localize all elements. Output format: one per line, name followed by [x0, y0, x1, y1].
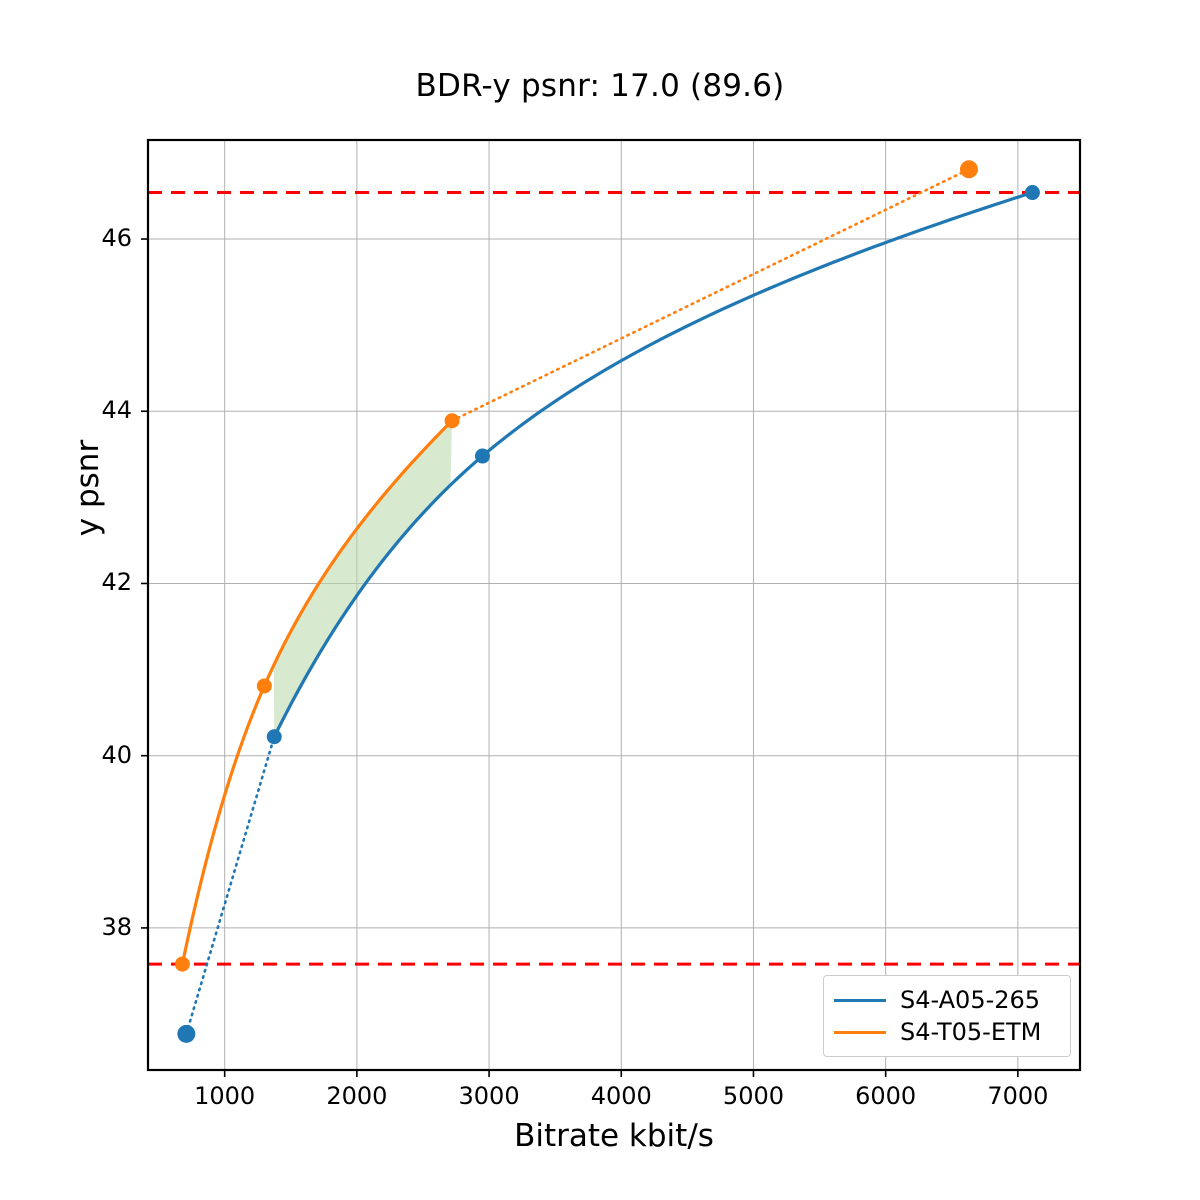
tick-marks [141, 238, 1019, 1077]
x-tick-label: 2000 [326, 1082, 388, 1110]
legend-label-1: S4-T05-ETM [900, 1018, 1042, 1046]
data-point-marker [959, 160, 978, 179]
data-point-markers [174, 160, 1040, 1043]
y-tick-label: 42 [101, 568, 132, 597]
x-tick-label: 4000 [590, 1082, 652, 1110]
axes-frame [146, 138, 1082, 1072]
grid-lines [148, 140, 1080, 1070]
legend-item-1[interactable]: S4-T05-ETM [834, 1016, 1060, 1048]
x-tick-label: 5000 [722, 1082, 784, 1110]
data-point-marker [1024, 185, 1040, 201]
plot-background [148, 140, 1080, 1070]
legend-item-0[interactable]: S4-A05-265 [834, 984, 1060, 1016]
series-line-dotted-s4-t05-etm [450, 167, 971, 423]
reference-lines [148, 191, 1080, 966]
y-tick-label: 44 [101, 396, 132, 425]
data-point-marker [474, 448, 490, 464]
y-tick-label: 46 [101, 224, 132, 253]
legend-swatch-0 [834, 998, 886, 1002]
legend[interactable]: S4-A05-265 S4-T05-ETM [823, 975, 1071, 1057]
x-tick-label: 6000 [855, 1082, 917, 1110]
shaded-bd-region [273, 420, 453, 737]
x-tick-label: 3000 [458, 1082, 520, 1110]
data-point-marker [174, 956, 190, 972]
data-point-marker [256, 678, 272, 694]
legend-swatch-1 [834, 1030, 886, 1034]
data-point-marker [444, 413, 460, 429]
x-tick-label: 7000 [987, 1082, 1049, 1110]
chart-title: BDR-y psnr: 17.0 (89.6) [415, 68, 785, 104]
y-tick-label: 38 [101, 912, 132, 941]
y-tick-label: 40 [101, 740, 132, 769]
legend-label-0: S4-A05-265 [900, 986, 1041, 1014]
series-line-dotted-s4-a05-265 [185, 735, 276, 1036]
series-line-s4-t05-etm [180, 419, 454, 966]
series-line-s4-a05-265 [272, 190, 1035, 739]
x-tick-label: 1000 [194, 1082, 256, 1110]
data-point-marker [177, 1024, 196, 1043]
data-point-marker [266, 729, 282, 745]
x-axis-label: Bitrate kbit/s [514, 1118, 714, 1154]
